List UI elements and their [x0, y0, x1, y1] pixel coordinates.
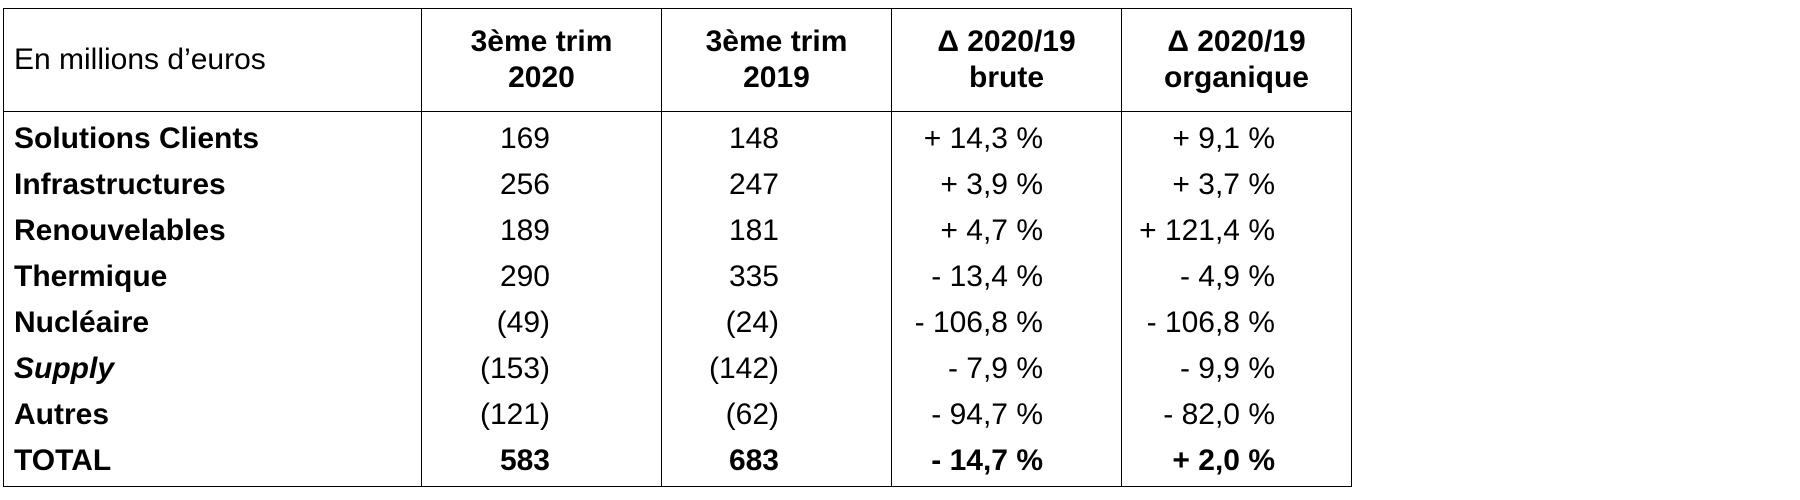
table-row-thermique: Thermique 290 335 - 13,4 % - 4,9 %: [3, 254, 1352, 300]
cell-delta-organique: - 4,9 %: [1121, 254, 1352, 300]
cell-q3-2019: 148: [661, 111, 892, 162]
cell-q3-2019: 683: [661, 438, 892, 487]
cell-q3-2020: 583: [421, 438, 662, 487]
cell-delta-brute: + 3,9 %: [891, 162, 1122, 208]
cell-q3-2019: 247: [661, 162, 892, 208]
cell-delta-brute: - 13,4 %: [891, 254, 1122, 300]
results-table-container: En millions d’euros 3ème trim 2020 3ème t…: [3, 8, 1352, 487]
row-label: Solutions Clients: [3, 111, 422, 162]
cell-q3-2019: (142): [661, 346, 892, 392]
cell-delta-brute: - 94,7 %: [891, 392, 1122, 438]
table-row-renouvelables: Renouvelables 189 181 + 4,7 % + 121,4 %: [3, 208, 1352, 254]
row-label: Autres: [3, 392, 422, 438]
cell-q3-2020: 256: [421, 162, 662, 208]
cell-delta-organique: + 2,0 %: [1121, 438, 1352, 487]
header-q3-2020: 3ème trim 2020: [421, 8, 662, 112]
header-delta-organique: Δ 2020/19 organique: [1121, 8, 1352, 112]
table-row-solutions-clients: Solutions Clients 169 148 + 14,3 % + 9,1…: [3, 111, 1352, 162]
table-header-row: En millions d’euros 3ème trim 2020 3ème t…: [3, 8, 1352, 112]
cell-delta-brute: - 106,8 %: [891, 300, 1122, 346]
table-row-infrastructures: Infrastructures 256 247 + 3,9 % + 3,7 %: [3, 162, 1352, 208]
row-label: Supply: [3, 346, 422, 392]
cell-q3-2020: (49): [421, 300, 662, 346]
row-label: Nucléaire: [3, 300, 422, 346]
cell-q3-2020: (153): [421, 346, 662, 392]
results-table: En millions d’euros 3ème trim 2020 3ème t…: [3, 8, 1352, 487]
cell-delta-organique: - 106,8 %: [1121, 300, 1352, 346]
cell-q3-2019: (24): [661, 300, 892, 346]
cell-delta-organique: - 82,0 %: [1121, 392, 1352, 438]
cell-q3-2019: 335: [661, 254, 892, 300]
cell-q3-2020: 189: [421, 208, 662, 254]
cell-delta-brute: - 14,7 %: [891, 438, 1122, 487]
table-row-total: TOTAL 583 683 - 14,7 % + 2,0 %: [3, 438, 1352, 487]
cell-delta-brute: + 14,3 %: [891, 111, 1122, 162]
header-delta-brute: Δ 2020/19 brute: [891, 8, 1122, 112]
cell-q3-2020: (121): [421, 392, 662, 438]
table-row-supply: Supply (153) (142) - 7,9 % - 9,9 %: [3, 346, 1352, 392]
cell-delta-organique: + 9,1 %: [1121, 111, 1352, 162]
row-label: Renouvelables: [3, 208, 422, 254]
cell-delta-organique: + 121,4 %: [1121, 208, 1352, 254]
table-row-nucleaire: Nucléaire (49) (24) - 106,8 % - 106,8 %: [3, 300, 1352, 346]
header-units: En millions d’euros: [3, 8, 422, 112]
cell-delta-organique: - 9,9 %: [1121, 346, 1352, 392]
table-row-autres: Autres (121) (62) - 94,7 % - 82,0 %: [3, 392, 1352, 438]
cell-q3-2019: (62): [661, 392, 892, 438]
row-label: TOTAL: [3, 438, 422, 487]
header-q3-2019: 3ème trim 2019: [661, 8, 892, 112]
row-label: Thermique: [3, 254, 422, 300]
row-label: Infrastructures: [3, 162, 422, 208]
cell-delta-brute: - 7,9 %: [891, 346, 1122, 392]
cell-delta-organique: + 3,7 %: [1121, 162, 1352, 208]
cell-delta-brute: + 4,7 %: [891, 208, 1122, 254]
cell-q3-2020: 290: [421, 254, 662, 300]
cell-q3-2020: 169: [421, 111, 662, 162]
cell-q3-2019: 181: [661, 208, 892, 254]
